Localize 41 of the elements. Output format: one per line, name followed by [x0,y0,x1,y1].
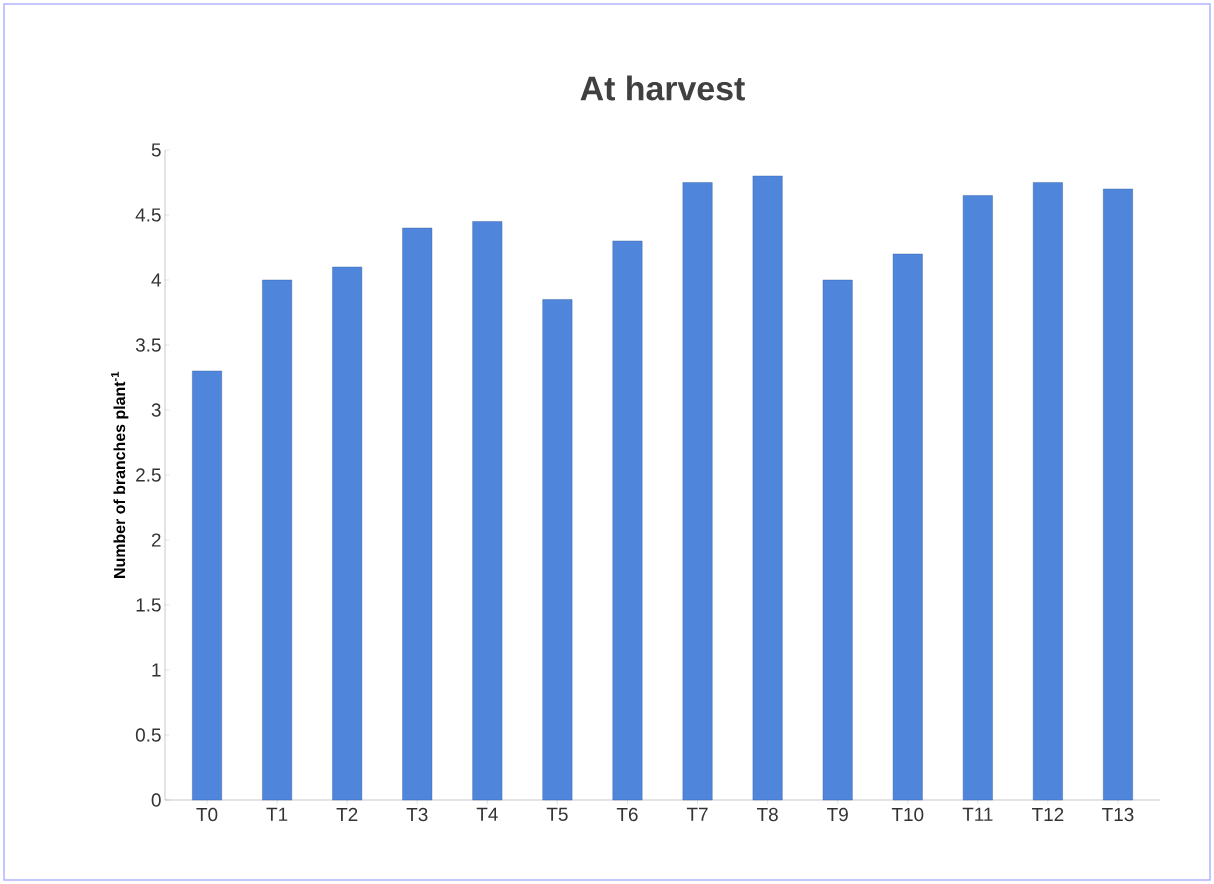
x-tick-label: T8 [756,807,778,822]
bar [752,175,783,801]
x-tick-label: T2 [336,807,358,821]
y-tick-label: 3.5 [135,338,161,352]
x-tick-label: T3 [406,807,428,822]
x-tick-label: T12 [1032,807,1064,821]
bar [192,370,222,801]
chart-title: At harvest [580,75,745,101]
x-tick-label: T6 [616,807,638,822]
y-tick-label: 5 [151,143,161,157]
y-tick-label: 1.5 [136,598,161,612]
x-tick-label: T9 [827,807,848,822]
x-tick-label: T1 [266,807,288,821]
y-tick-label: 1 [152,663,161,677]
y-tick-label: 3 [151,403,161,417]
y-tick-label: 0.5 [135,728,161,742]
y-axis-title: Number of branches plant$^{-1}$ [111,371,129,578]
x-tick-label: T0 [196,807,218,822]
bar [612,240,643,801]
y-tick-label: 4.5 [135,208,161,222]
bar [962,195,993,801]
x-tick-label: T13 [1102,807,1134,822]
bar [472,221,503,801]
bar [892,253,923,801]
bar [1032,182,1063,801]
x-tick-label: T4 [476,807,498,821]
x-tick-label: T5 [546,807,568,821]
y-tick-label: 2.5 [136,468,161,482]
x-tick-label: T10 [891,807,924,822]
bar [402,227,433,801]
bar [332,266,363,801]
x-tick-label: T11 [962,807,993,821]
bar [1103,188,1133,801]
bar [682,182,713,801]
bar [542,299,573,801]
y-tick-label: 2 [151,533,161,547]
y-tick-label: 0 [151,793,161,807]
bar [262,279,293,801]
bar [822,279,853,801]
x-tick-label: T7 [686,807,708,821]
y-tick-label: 4 [151,273,161,287]
